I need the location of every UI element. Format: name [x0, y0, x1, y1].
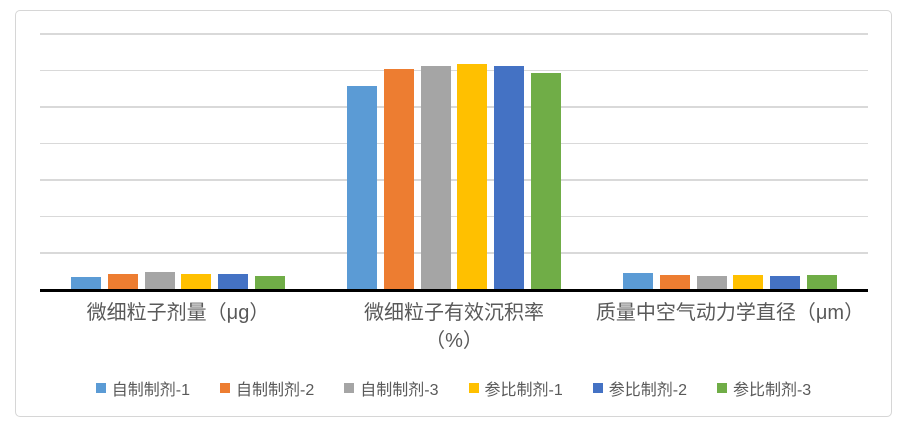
- bar-自制制剂-1-cat3: [623, 273, 653, 289]
- bar-参比制剂-3-cat3: [807, 275, 837, 289]
- category-label-line: 微细粒子剂量（μg）: [86, 302, 270, 324]
- legend-item-2: 自制制剂-2: [220, 376, 314, 400]
- legend: 自制制剂-1 自制制剂-2 自制制剂-3 参比制剂-1 参比制剂-2 参比制剂-3: [16, 375, 891, 401]
- legend-label: 参比制剂-2: [608, 382, 687, 399]
- legend-label: 参比制剂-3: [732, 382, 812, 399]
- gridline-10: [40, 252, 868, 254]
- legend-item-3: 自制制剂-3: [344, 376, 439, 400]
- x-axis-line: [40, 289, 868, 292]
- legend-swatch-icon: [95, 383, 106, 393]
- gridline-50: [40, 106, 868, 108]
- gridline-20: [40, 215, 868, 218]
- legend-item-4: 参比制剂-1: [468, 376, 563, 400]
- bar-自制制剂-2-cat2: [383, 68, 414, 289]
- legend-item-5: 参比制剂-2: [592, 376, 687, 400]
- bar-自制制剂-3-cat2: [420, 65, 451, 289]
- category-axis-labels: 微细粒子剂量（μg） 微细粒子有效沉积率 （%） 质量中空气动力学直径（μm）: [40, 299, 868, 355]
- bar-参比制剂-2-cat2: [494, 65, 525, 289]
- legend-item-6: 参比制剂-3: [716, 376, 812, 400]
- category-label-3: 质量中空气动力学直径（μm）: [592, 299, 868, 355]
- legend-swatch-icon: [716, 383, 727, 393]
- category-label-line: （%）: [425, 330, 483, 352]
- chart-frame: 微细粒子剂量（μg） 微细粒子有效沉积率 （%） 质量中空气动力学直径（μm） 自制制…: [15, 10, 892, 417]
- bar-参比制剂-1-cat1: [181, 274, 212, 289]
- bar-自制制剂-3-cat1: [144, 271, 175, 289]
- bar-参比制剂-3-cat1: [255, 275, 285, 289]
- legend-swatch-icon: [344, 383, 355, 393]
- legend-label: 自制制剂-1: [111, 382, 191, 399]
- gridline-30: [40, 179, 868, 181]
- gridline-60: [40, 69, 868, 72]
- legend-label: 自制制剂-2: [236, 382, 315, 399]
- gridline-70: [40, 33, 868, 35]
- bar-自制制剂-1-cat1: [71, 276, 101, 289]
- legend-item-1: 自制制剂-1: [95, 376, 191, 400]
- bar-自制制剂-1-cat2: [347, 86, 377, 289]
- legend-label: 自制制剂-3: [360, 382, 439, 399]
- legend-label: 参比制剂-1: [484, 382, 563, 399]
- bar-参比制剂-1-cat2: [457, 63, 488, 289]
- bar-自制制剂-2-cat1: [107, 274, 138, 289]
- gridline-40: [40, 142, 868, 145]
- legend-swatch-icon: [468, 383, 479, 393]
- bar-参比制剂-3-cat2: [531, 72, 561, 289]
- category-label-2: 微细粒子有效沉积率 （%）: [316, 299, 592, 355]
- bar-自制制剂-3-cat3: [696, 276, 727, 289]
- category-label-line: 质量中空气动力学直径（μm）: [595, 302, 865, 324]
- plot-area: [40, 33, 868, 292]
- bar-参比制剂-2-cat3: [770, 275, 801, 289]
- bar-参比制剂-2-cat1: [218, 274, 249, 289]
- legend-swatch-icon: [592, 383, 603, 393]
- legend-swatch-icon: [220, 383, 231, 393]
- bar-自制制剂-2-cat3: [659, 275, 690, 289]
- category-label-line: 微细粒子有效沉积率: [364, 302, 544, 324]
- category-label-1: 微细粒子剂量（μg）: [40, 299, 316, 355]
- bar-参比制剂-1-cat3: [733, 275, 764, 289]
